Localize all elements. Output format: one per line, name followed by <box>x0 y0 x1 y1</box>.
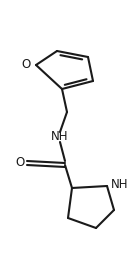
Text: O: O <box>22 58 31 72</box>
Text: NH: NH <box>51 131 69 143</box>
Text: NH: NH <box>111 177 129 191</box>
Text: O: O <box>15 157 25 169</box>
